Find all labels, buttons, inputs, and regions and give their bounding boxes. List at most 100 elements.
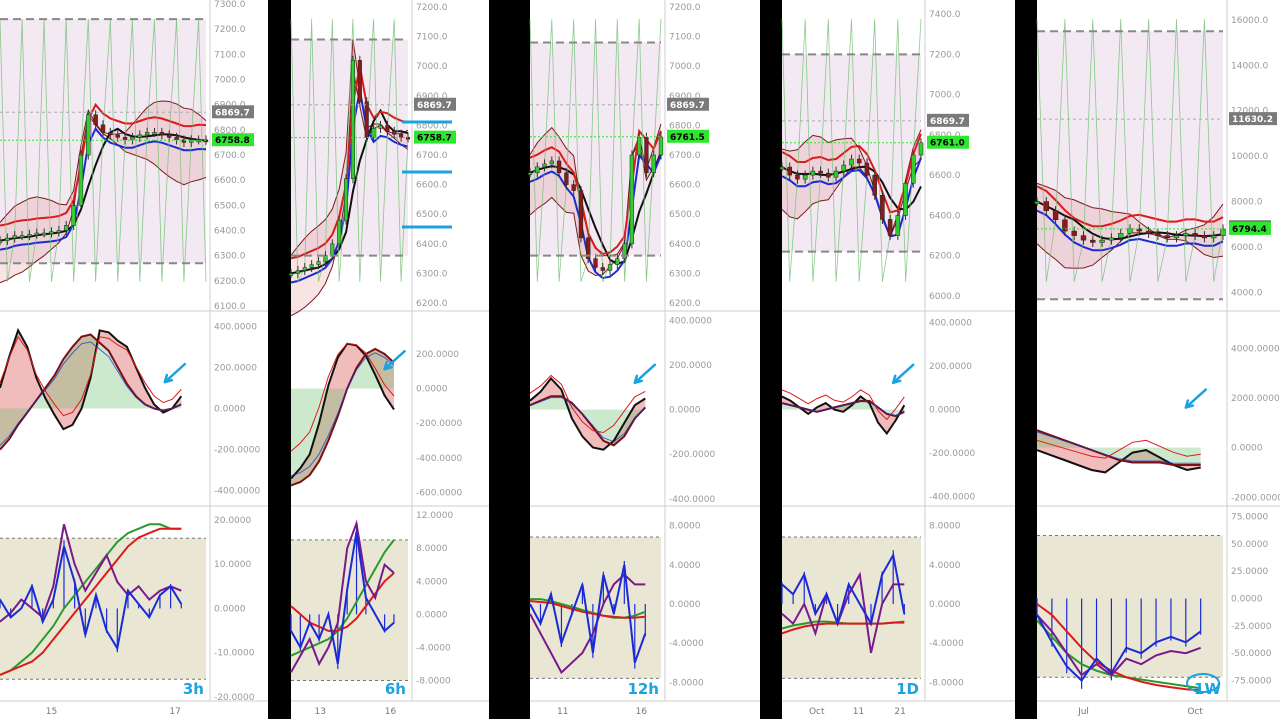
candle-body	[34, 232, 39, 236]
oscillator-tick-label: -400.0000	[416, 454, 462, 464]
x-tick-label: 11	[853, 707, 864, 717]
timeframe-label: 1W	[1194, 680, 1221, 698]
price-tick-label: 6900.0	[416, 92, 448, 102]
candle-body	[795, 174, 800, 180]
price-tick-label: 6800.0	[669, 121, 701, 131]
candle-body	[144, 132, 150, 136]
annotation-circle-icon	[1186, 673, 1220, 693]
candle-body	[41, 232, 47, 236]
momentum-tick-label: 0.0000	[669, 600, 701, 610]
candle-body	[637, 136, 642, 156]
annotation-arrow-icon	[1184, 388, 1208, 409]
candle-body	[357, 60, 362, 102]
price-tick-label: 6500.0	[669, 210, 701, 220]
candle-body	[174, 137, 179, 141]
price-tick-label: 6700.0	[669, 151, 701, 161]
candle-body	[392, 131, 397, 135]
momentum-blue-line	[0, 546, 183, 652]
red-signal-line	[529, 128, 662, 255]
oscillator-tick-label: -200.0000	[669, 450, 715, 460]
oscillator-slow-line	[1036, 429, 1201, 466]
price-tick-label: 6800.0	[416, 121, 448, 131]
price-tag-grey-background	[667, 97, 709, 111]
candle-body	[918, 142, 924, 156]
momentum-tick-label: 8.0000	[669, 522, 701, 532]
zigzag-line	[529, 19, 662, 282]
price-tick-label: 7200.0	[214, 25, 246, 35]
candle-body	[779, 166, 785, 170]
candle-body	[622, 243, 627, 259]
candle-body	[607, 264, 613, 271]
candle-body	[810, 170, 816, 176]
price-tick-label: 6700.0	[416, 151, 448, 161]
candle-body	[651, 154, 656, 174]
oscillator-tick-label: 2000.0000	[1231, 394, 1280, 404]
candle-body	[1052, 210, 1059, 220]
oscillator-tick-label: 0.0000	[929, 406, 961, 416]
price-tick-label: 16000.0	[1231, 16, 1268, 26]
candle-body	[1108, 237, 1115, 241]
momentum-zone	[1037, 535, 1223, 678]
price-tag-grey: 6869.7	[417, 101, 452, 111]
oscillator-tick-label: 200.0000	[669, 361, 712, 371]
price-tick-label: 6200.0	[929, 252, 961, 262]
zigzag-line	[1036, 19, 1224, 282]
candle-body	[64, 225, 69, 231]
candle-body	[527, 172, 533, 176]
candle-body	[100, 124, 106, 133]
price-tick-label: 6500.0	[416, 210, 448, 220]
price-tick-label: 10000.0	[1231, 152, 1268, 162]
price-tick-label: 6400.0	[929, 211, 961, 221]
price-tick-label: 7400.0	[929, 10, 961, 20]
price-tick-label: 6600.0	[214, 176, 246, 186]
price-tag-grey-background	[1229, 112, 1277, 126]
oscillator-red-line	[529, 374, 646, 434]
price-tag-grey: 6869.7	[930, 117, 965, 127]
candle-body	[787, 166, 792, 176]
momentum-blue-line	[1036, 614, 1202, 683]
oscillator-blue-line	[529, 397, 646, 443]
candle-body	[122, 137, 128, 141]
oscillator-tick-label: 200.0000	[214, 363, 257, 373]
timeframe-label: 3h	[183, 680, 204, 698]
price-tag-green: 6761.5	[670, 133, 705, 143]
red-signal-line	[1036, 185, 1224, 228]
red-signal-line	[0, 102, 207, 227]
price-tick-label: 7000.0	[214, 76, 246, 86]
oscillator-tick-label: -400.0000	[214, 487, 260, 497]
oscillator-cloud-red	[291, 343, 394, 486]
oscillator-tick-label: -2000.0000	[1231, 493, 1280, 503]
oscillator-tick-label: -200.0000	[214, 446, 260, 456]
price-tag-green-background	[927, 135, 969, 149]
price-tick-label: 6600.0	[929, 171, 961, 181]
oscillator-tick-label: 4000.0000	[1231, 344, 1280, 354]
momentum-tick-label: -20.0000	[214, 693, 255, 703]
candle-body	[130, 137, 135, 141]
candle-body	[1201, 235, 1208, 239]
oscillator-blue-line	[781, 401, 905, 417]
candle-body	[295, 270, 300, 274]
candle-body	[1062, 219, 1068, 232]
candle-body	[864, 162, 870, 176]
candle-body	[849, 158, 854, 166]
oscillator-tick-label: -200.0000	[929, 449, 975, 459]
price-tick-label: 12000.0	[1231, 107, 1268, 117]
oscillator-tick-label: 400.0000	[214, 322, 257, 332]
price-tick-label: 7100.0	[416, 33, 448, 43]
oscillator-red-line	[781, 389, 905, 421]
momentum-tick-label: -8.0000	[669, 678, 704, 688]
price-tick-label: 7000.0	[669, 62, 701, 72]
candle-body	[1164, 235, 1170, 239]
price-tag-green-background	[414, 130, 456, 144]
price-tick-label: 8000.0	[1231, 198, 1263, 208]
price-tick-label: 7000.0	[416, 62, 448, 72]
candle-body	[578, 190, 584, 239]
price-tick-label: 6300.0	[669, 269, 701, 279]
red-signal-line	[781, 133, 922, 214]
oscillator-red-line	[0, 335, 182, 417]
oscillator-red-line	[290, 342, 395, 452]
price-tick-label: 7200.0	[669, 3, 701, 13]
candle-body	[549, 160, 554, 165]
candle-body	[56, 230, 62, 233]
